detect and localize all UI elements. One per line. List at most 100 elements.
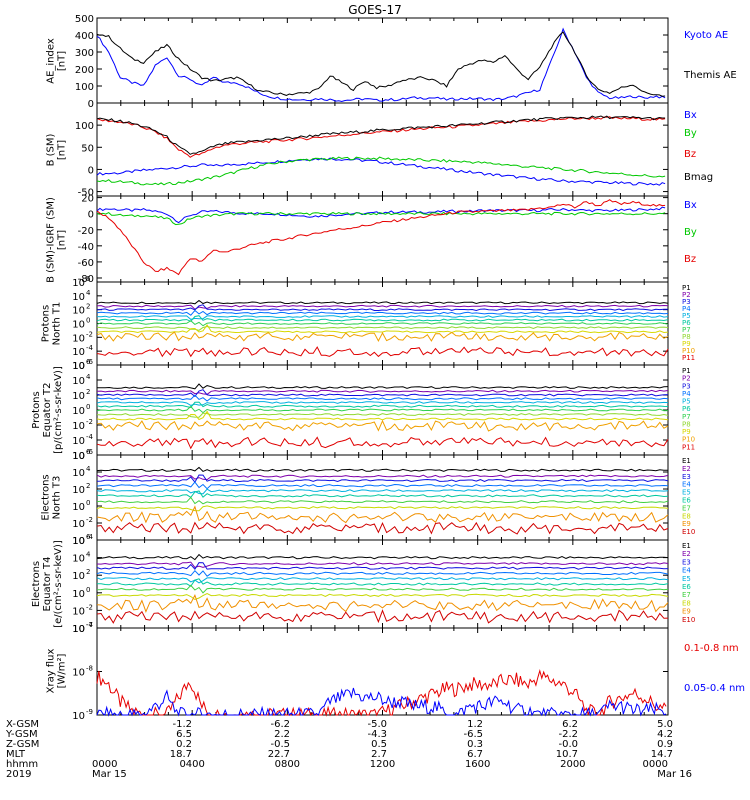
channel-line-e9 xyxy=(96,505,669,524)
series-line-themis-ae xyxy=(96,31,666,97)
ylabel-panel-4: Protons Equator T2 [p/(cm²-s-sr-keV)] xyxy=(31,366,64,454)
ylabel-line: Electrons xyxy=(31,561,42,607)
ephemeris-x-1: -6.2 xyxy=(270,719,290,730)
y-tick-label: 10 xyxy=(72,468,85,479)
y-tick-label: 100 xyxy=(75,121,94,132)
ephemeris-z-1: -0.5 xyxy=(270,739,290,750)
channel-line-p7 xyxy=(96,405,669,414)
legend-p4: P4 xyxy=(682,305,691,313)
channel-line-e5 xyxy=(96,577,669,584)
y-tick-label: 10 xyxy=(72,668,85,679)
ylabel-line: AE_index xyxy=(46,38,57,84)
legend-bz-igrf: Bz xyxy=(684,254,696,265)
legend-p3: P3 xyxy=(682,382,691,390)
y-tick-exponent: -2 xyxy=(86,516,93,524)
panel-frame-5 xyxy=(96,454,669,541)
y-tick-exponent: -2 xyxy=(86,330,93,338)
y-tick-label: 10 xyxy=(72,376,85,387)
ephemeris-z-3: 0.3 xyxy=(467,739,483,750)
series-line-bx xyxy=(96,157,666,186)
y-tick-exponent: 4 xyxy=(86,289,91,297)
ylabel-line: Protons xyxy=(41,305,52,342)
legend-p1: P1 xyxy=(682,367,691,375)
y-tick-label: 10 xyxy=(72,536,85,547)
date-label-0: Mar 15 xyxy=(92,769,127,780)
legend-by-igrf: By xyxy=(684,227,697,238)
y-tick-label: 10 xyxy=(72,589,85,600)
channel-line-p10 xyxy=(96,419,669,432)
ylabel-line: [e/(cm²-s-sr-keV)] xyxy=(53,540,64,628)
figure-title: GOES-17 xyxy=(348,3,402,17)
legend-e7: E7 xyxy=(682,504,691,512)
ylabel-line: B (SM) xyxy=(46,133,57,166)
legend-p7: P7 xyxy=(682,326,691,334)
y-tick-exponent: -2 xyxy=(86,418,93,426)
channel-line-p10 xyxy=(96,331,669,342)
ephemeris-y-0: 6.5 xyxy=(176,729,192,740)
legend-p8: P8 xyxy=(682,333,691,341)
y-tick-label: 10 xyxy=(72,624,85,635)
legend-p6: P6 xyxy=(682,405,691,413)
legend-p5: P5 xyxy=(682,312,691,320)
legend-e10: E10 xyxy=(682,528,695,536)
channel-line-e8 xyxy=(96,505,669,512)
ylabel-line: [W/m²] xyxy=(57,653,68,688)
legend-e9: E9 xyxy=(682,608,691,616)
channel-line-e4 xyxy=(96,481,669,490)
y-tick-exponent: -4 xyxy=(86,621,94,629)
y-tick-label: 20 xyxy=(81,194,94,205)
y-tick-label: 10 xyxy=(72,278,85,289)
legend-e4: E4 xyxy=(682,481,691,489)
channel-line-p2 xyxy=(96,389,669,395)
y-tick-label: 0 xyxy=(88,210,94,221)
channel-line-p4 xyxy=(96,309,669,316)
y-tick-exponent: 0 xyxy=(86,403,90,411)
legend-p3: P3 xyxy=(682,298,691,306)
legend-e8: E8 xyxy=(682,512,691,520)
ylabel-line: Equator T2 xyxy=(42,383,53,438)
y-tick-exponent: 4 xyxy=(86,465,91,473)
ephemeris-y-1: 2.2 xyxy=(274,729,290,740)
ephemeris-mlt-1: 22.7 xyxy=(268,749,290,760)
channel-line-p3 xyxy=(96,304,669,312)
footer-row-label-3: MLT xyxy=(6,749,26,760)
channel-line-p4 xyxy=(96,394,669,402)
y-tick-label: 10 xyxy=(72,536,85,547)
legend-xray-1: 0.05-0.4 nm xyxy=(684,683,745,694)
channel-line-p2 xyxy=(96,304,669,310)
y-tick-exponent: 2 xyxy=(86,568,90,576)
channel-line-e9 xyxy=(96,594,669,613)
y-tick-exponent: -4 xyxy=(86,344,94,352)
y-tick-label: 10 xyxy=(72,292,85,303)
y-tick-exponent: -4 xyxy=(86,433,94,441)
series-line-bx xyxy=(96,206,666,224)
y-tick-label: 0 xyxy=(88,99,94,110)
channel-line-e10 xyxy=(96,521,669,535)
ylabel-panel-5: Electrons North T3 xyxy=(41,474,63,520)
date-label-6: Mar 16 xyxy=(657,769,692,780)
legend-p11: P11 xyxy=(682,443,695,451)
channel-line-e5 xyxy=(96,488,669,495)
channel-line-e3 xyxy=(96,474,669,483)
y-tick-exponent: 4 xyxy=(86,551,91,559)
channel-line-p3 xyxy=(96,389,669,398)
y-tick-label: 50 xyxy=(81,143,94,154)
time-tick-6: 0000 xyxy=(643,759,668,770)
y-tick-exponent: 2 xyxy=(86,388,90,396)
ephemeris-mlt-5: 14.7 xyxy=(651,749,673,760)
legend-bx-igrf: Bx xyxy=(684,200,697,211)
y-tick-exponent: -6 xyxy=(86,448,94,456)
legend-by: By xyxy=(684,128,697,139)
legend-p2: P2 xyxy=(682,375,691,383)
y-tick-exponent: 6 xyxy=(86,358,91,366)
channel-line-p11 xyxy=(96,346,669,358)
channel-line-p1 xyxy=(96,383,669,390)
y-tick-label: 300 xyxy=(75,48,94,59)
panel-frame-1 xyxy=(96,102,669,197)
y-tick-label: 200 xyxy=(75,65,94,76)
legend-e4: E4 xyxy=(682,567,691,575)
legend-p2: P2 xyxy=(682,291,691,299)
legend-p4: P4 xyxy=(682,390,691,398)
